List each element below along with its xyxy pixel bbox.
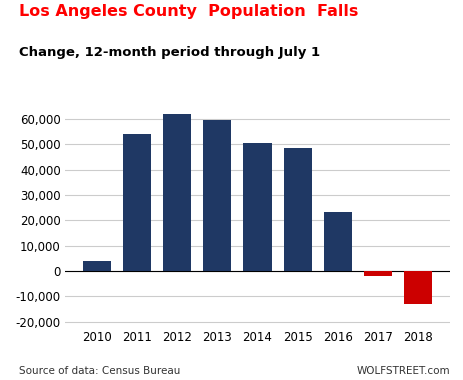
Bar <box>323 212 351 271</box>
Bar <box>283 148 311 271</box>
Bar <box>243 143 271 271</box>
Text: WOLFSTREET.com: WOLFSTREET.com <box>356 366 449 376</box>
Bar <box>83 261 111 271</box>
Bar <box>163 114 191 271</box>
Bar <box>203 120 231 271</box>
Text: Los Angeles County  Population  Falls: Los Angeles County Population Falls <box>19 4 357 19</box>
Bar <box>363 271 391 276</box>
Bar <box>403 271 431 304</box>
Bar <box>123 134 151 271</box>
Text: Change, 12-month period through July 1: Change, 12-month period through July 1 <box>19 46 319 59</box>
Text: Source of data: Census Bureau: Source of data: Census Bureau <box>19 366 180 376</box>
